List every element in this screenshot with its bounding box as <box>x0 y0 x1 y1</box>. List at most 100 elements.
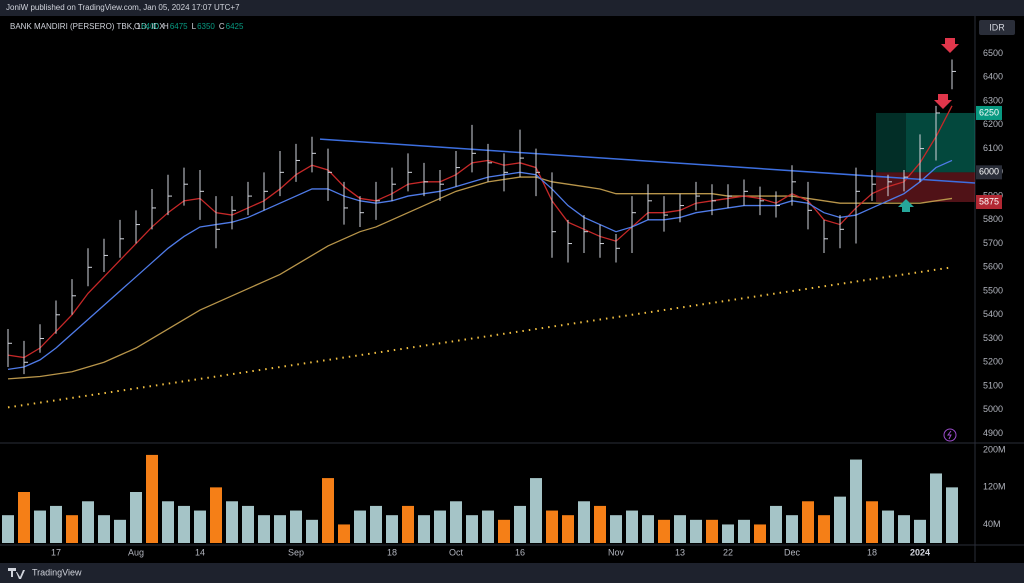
target-zone <box>876 112 975 173</box>
moving-average <box>7 105 953 359</box>
volume-bar <box>626 510 638 543</box>
volume-bar <box>434 510 446 543</box>
currency-box[interactable] <box>979 20 1015 35</box>
moving-average <box>7 159 953 371</box>
level-box <box>976 165 1002 180</box>
x-tick-label: Nov <box>608 547 625 557</box>
x-tick-label: 18 <box>867 547 877 557</box>
volume-bar <box>466 515 478 543</box>
alert-icon[interactable] <box>943 428 957 442</box>
x-tick-label: 18 <box>387 547 397 557</box>
volume-bar <box>818 515 830 543</box>
volume-bar <box>610 515 622 543</box>
x-tick-label: Oct <box>449 547 464 557</box>
volume-bar <box>530 478 542 543</box>
volume-bar <box>226 501 238 543</box>
level-label: 6000 <box>979 167 999 177</box>
volume-bar <box>354 510 366 543</box>
volume-bar <box>690 519 702 543</box>
trendline <box>319 138 976 184</box>
volume-bar <box>18 492 30 543</box>
volume-bar <box>130 492 142 543</box>
y-tick-label: 6100 <box>983 143 1003 153</box>
volume-bar <box>162 501 174 543</box>
ohlc-key: C <box>219 22 225 31</box>
y-tick-label: 5300 <box>983 333 1003 343</box>
volume-bar <box>930 473 942 543</box>
volume-bar <box>706 519 718 543</box>
level-box <box>976 105 1002 120</box>
y-tick-label: 5200 <box>983 357 1003 367</box>
volume-bar <box>146 454 158 543</box>
ohlc-key: L <box>192 22 197 31</box>
symbol: BANK MANDIRI (PERSERO) TBK, 1D, IDX <box>10 22 165 31</box>
ohlc-value: 6425 <box>226 22 244 31</box>
volume-bar <box>322 478 334 543</box>
volume-bar <box>418 515 430 543</box>
moving-average <box>7 176 953 380</box>
volume-bar <box>498 519 510 543</box>
volume-bar <box>98 515 110 543</box>
volume-bar <box>178 505 190 543</box>
volume-bar <box>514 505 526 543</box>
volume-bar <box>194 510 206 543</box>
up-arrow <box>898 199 914 212</box>
volume-bar <box>738 519 750 543</box>
y-tick-label: 5400 <box>983 309 1003 319</box>
volume-bar <box>850 459 862 543</box>
y-tick-label: 6300 <box>983 95 1003 105</box>
volume-bar <box>66 515 78 543</box>
x-tick-label: 22 <box>723 547 733 557</box>
volume-bar <box>594 505 606 543</box>
volume-tick-label: 120M <box>983 482 1006 492</box>
plot: 4900 5000 5100 5200 5300 5400 5500 5600 5700 5800… <box>2 48 1006 557</box>
x-tick-label: Dec <box>784 547 801 557</box>
volume-bar <box>242 505 254 543</box>
footer-bar <box>0 563 1024 583</box>
ohlc-value: 6475 <box>170 22 188 31</box>
volume-bar <box>882 510 894 543</box>
volume-bar <box>114 519 126 543</box>
ohlc-key: O <box>134 22 140 31</box>
volume-bar <box>50 505 62 543</box>
x-tick-label: 2024 <box>910 547 930 557</box>
volume-bar <box>674 515 686 543</box>
volume-bar <box>482 510 494 543</box>
level-label: 5875 <box>979 196 999 206</box>
alert-bolt <box>947 430 952 440</box>
y-tick-label: 6200 <box>983 119 1003 129</box>
volume-bar <box>658 519 670 543</box>
volume-bar <box>402 505 414 543</box>
y-tick-label: 6500 <box>983 48 1003 58</box>
publish-info: JoniW published on TradingView.com, Jan … <box>6 3 240 12</box>
logo <box>8 568 25 579</box>
y-tick-label: 5700 <box>983 238 1003 248</box>
y-tick-label: 6400 <box>983 72 1003 82</box>
x-tick-label: 14 <box>195 547 205 557</box>
volume-bar <box>34 510 46 543</box>
x-tick-label: 13 <box>675 547 685 557</box>
volume-bar <box>642 515 654 543</box>
down-arrow <box>934 94 952 109</box>
volume-bar <box>866 501 878 543</box>
top-bar <box>0 0 1024 16</box>
x-tick-label: 16 <box>515 547 525 557</box>
y-tick-label: 5600 <box>983 262 1003 272</box>
x-tick-label: Sep <box>288 547 304 557</box>
volume-bar <box>754 524 766 543</box>
volume-bar <box>290 510 302 543</box>
volume-tick-label: 200M <box>983 445 1006 455</box>
volume-bar <box>546 510 558 543</box>
volume-bar <box>786 515 798 543</box>
volume-bar <box>802 501 814 543</box>
ohlc-value: 6350 <box>197 22 215 31</box>
y-tick-label: 4900 <box>983 428 1003 438</box>
volume-bar <box>562 515 574 543</box>
volume-bar <box>722 524 734 543</box>
level-box <box>976 195 1002 210</box>
x-tick-label: 17 <box>51 547 61 557</box>
volume-bar <box>258 515 270 543</box>
volume-bar <box>210 487 222 543</box>
currency: IDR <box>989 22 1005 32</box>
